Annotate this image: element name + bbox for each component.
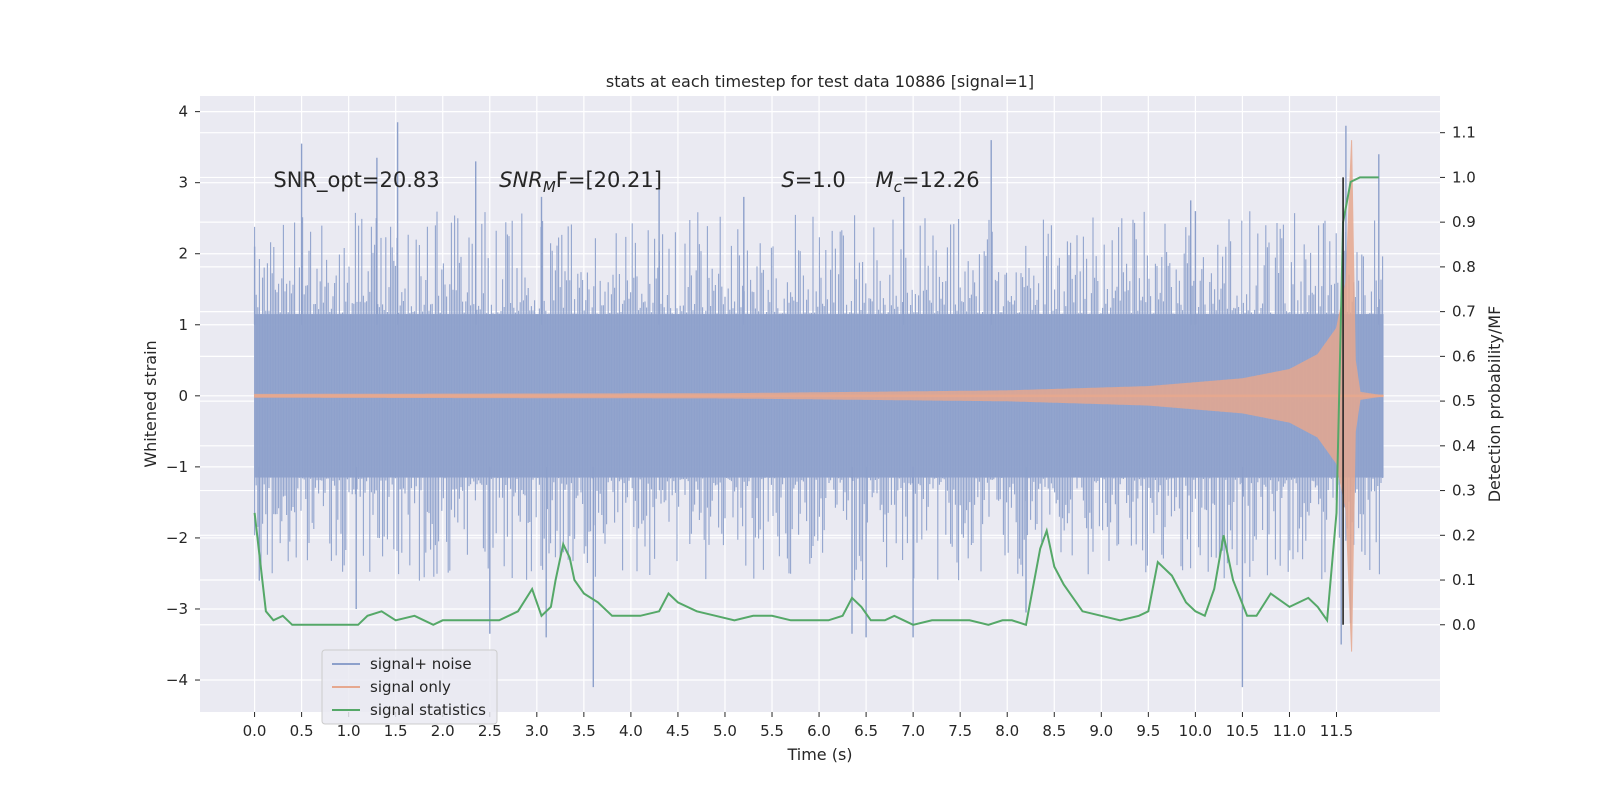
annotation-1-symbol: SNR [499, 168, 543, 192]
y2-axis-ticks: 1.1 1.0 0.9 0.8 0.7 0.6 0.5 0.4 0.3 0.2 0.1 0.0 [1440, 124, 1476, 634]
x-tick-label: 10.5 [1226, 722, 1259, 740]
x-tick-label: 6.0 [807, 722, 831, 740]
x-tick-label: 1.5 [384, 722, 408, 740]
y-tick-label: 1 [178, 316, 188, 334]
y-tick-label: 0 [178, 387, 188, 405]
y-tick-label: −3 [166, 600, 188, 618]
y-tick-label: 2 [178, 245, 188, 263]
y2-tick-label: 0.3 [1452, 482, 1476, 500]
x-axis-label: Time (s) [786, 745, 852, 764]
y-axis-ticks: 4 3 2 1 0 −1 −2 −3 −4 [166, 103, 200, 689]
y-tick-label: 4 [178, 103, 188, 121]
annotation-2-value: =1.0 [795, 168, 846, 192]
noise-trace [254, 211, 1384, 581]
annotation-3-subscript: c [894, 178, 903, 196]
y-tick-label: 3 [178, 174, 188, 192]
annotation-1-subscript: M [543, 178, 556, 196]
annotation-1-value: F=[20.21] [556, 168, 662, 192]
x-tick-label: 9.5 [1136, 722, 1160, 740]
x-tick-label: 4.5 [666, 722, 690, 740]
y-axis-label: Whitened strain [141, 340, 160, 467]
legend-label-signal-plus-noise: signal+ noise [370, 655, 472, 673]
y-tick-label: −2 [166, 529, 188, 547]
y2-tick-label: 0.2 [1452, 526, 1476, 544]
x-tick-label: 6.5 [854, 722, 878, 740]
annotation-2-symbol: S [781, 168, 794, 192]
x-tick-label: 0.0 [243, 722, 267, 740]
y-tick-label: −4 [166, 671, 188, 689]
y2-tick-label: 0.6 [1452, 347, 1476, 365]
x-tick-label: 4.0 [619, 722, 643, 740]
x-axis-ticks: 0.0 0.5 1.0 1.5 2.0 2.5 3.0 3.5 4.0 4.5 5.0 5.5 6.0 6… [243, 712, 1353, 740]
legend-label-signal-only: signal only [370, 678, 451, 696]
noise-spikes [253, 122, 1380, 688]
y2-tick-label: 1.1 [1452, 124, 1476, 142]
y-tick-label: −1 [166, 458, 188, 476]
y2-tick-label: 0.4 [1452, 437, 1476, 455]
y2-tick-label: 0.7 [1452, 303, 1476, 321]
annotation-3-symbol: M [876, 168, 894, 192]
annotations: SNR_opt=20.83 SNRMF=[20.21] S=1.0 Mc=12.26 [273, 168, 979, 196]
chart-title: stats at each timestep for test data 108… [606, 72, 1034, 91]
x-tick-label: 11.5 [1320, 722, 1353, 740]
x-tick-label: 5.0 [713, 722, 737, 740]
x-tick-label: 3.5 [572, 722, 596, 740]
annotation-2: S=1.0 [781, 168, 845, 192]
y2-tick-label: 0.0 [1452, 616, 1476, 634]
x-tick-label: 7.0 [901, 722, 925, 740]
x-tick-label: 0.5 [290, 722, 314, 740]
x-tick-label: 8.5 [1042, 722, 1066, 740]
series-signal-only [254, 140, 1384, 652]
y2-tick-label: 0.1 [1452, 571, 1476, 589]
series-signal-statistics [253, 176, 1379, 627]
annotation-3: Mc=12.26 [876, 168, 980, 196]
x-tick-label: 10.0 [1179, 722, 1212, 740]
y2-tick-label: 1.0 [1452, 168, 1476, 186]
x-tick-label: 8.0 [995, 722, 1019, 740]
legend-label-signal-statistics: signal statistics [370, 701, 486, 719]
signal-statistics-line [253, 176, 1379, 627]
y2-tick-label: 0.8 [1452, 258, 1476, 276]
y2-tick-label: 0.9 [1452, 213, 1476, 231]
legend-box [321, 649, 498, 725]
x-tick-label: 2.0 [431, 722, 455, 740]
x-tick-label: 5.5 [760, 722, 784, 740]
y2-tick-label: 0.5 [1452, 392, 1476, 410]
annotation-3-value: =12.26 [902, 168, 980, 192]
x-tick-label: 9.0 [1089, 722, 1113, 740]
annotation-0: SNR_opt=20.83 [273, 168, 439, 193]
x-tick-label: 1.0 [337, 722, 361, 740]
legend: signal+ noise signal only signal statist… [321, 649, 498, 725]
annotation-1: SNRMF=[20.21] [499, 168, 662, 196]
x-tick-label: 2.5 [478, 722, 502, 740]
y2-axis-label: Detection probability/MF [1485, 306, 1504, 503]
x-tick-label: 7.5 [948, 722, 972, 740]
x-tick-label: 11.0 [1273, 722, 1306, 740]
x-tick-label: 3.0 [525, 722, 549, 740]
